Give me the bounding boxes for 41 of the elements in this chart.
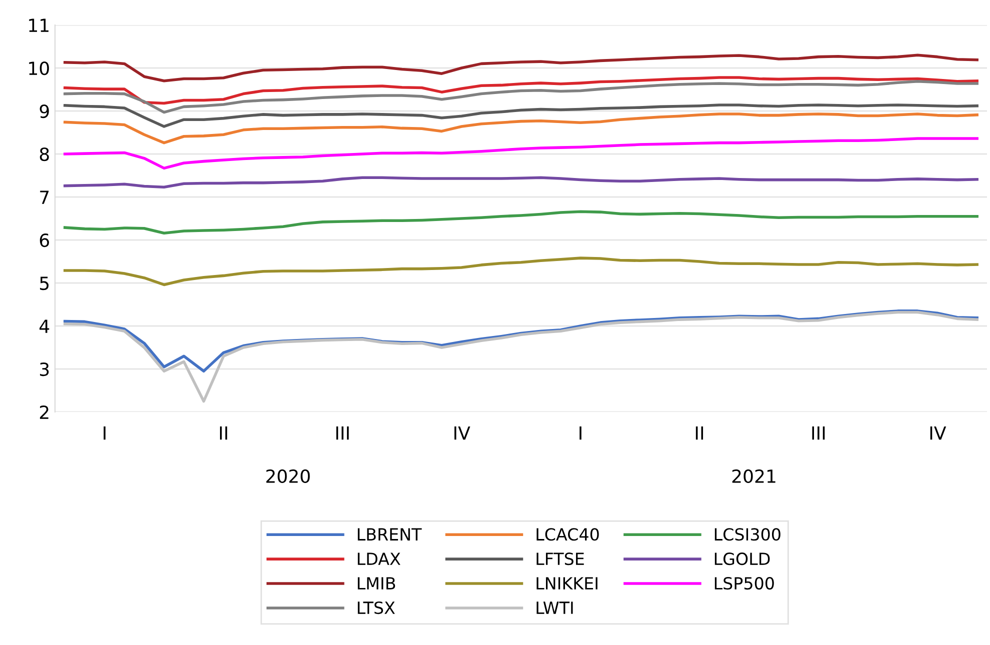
legend-label: LWTI <box>536 602 573 614</box>
legend-label: LTSX <box>358 601 395 614</box>
line-series <box>64 80 978 114</box>
legend-label: LFTSE <box>536 552 584 566</box>
line-series <box>64 112 978 144</box>
x-tick-label: III <box>336 426 349 440</box>
x-tick-label: II <box>696 426 704 440</box>
y-tick-label: 3 <box>40 362 49 376</box>
line-series <box>64 256 978 286</box>
y-tick-label: 5 <box>40 276 49 290</box>
y-tick-label: 2 <box>40 405 48 419</box>
x-tick-label: IV <box>454 426 470 440</box>
y-tick-label: 9 <box>40 104 49 118</box>
y-tick-label: 6 <box>40 233 49 248</box>
legend-label: LNIKKEI <box>536 577 598 590</box>
legend-label: LDAX <box>358 552 400 565</box>
line-series <box>64 104 978 128</box>
line-series <box>64 176 978 188</box>
legend-label: LSP500 <box>714 576 774 590</box>
x-tick-label: II <box>220 426 228 440</box>
line-series <box>64 76 978 105</box>
y-tick-label: 10 <box>29 61 49 76</box>
y-tick-label: 7 <box>40 190 49 204</box>
legend-label: LMIB <box>358 577 396 590</box>
y-tick-label: 11 <box>29 18 48 32</box>
x-tick-label: I <box>580 426 582 440</box>
x-tick-label: IV <box>930 426 946 440</box>
x-tick-label: I <box>104 426 106 440</box>
line-series <box>64 210 978 235</box>
line-series <box>64 310 978 403</box>
text: 2021 <box>732 469 776 484</box>
text: 2020 <box>266 469 310 484</box>
y-tick-label: 8 <box>40 147 49 162</box>
legend-label: LCAC40 <box>536 528 599 541</box>
legend-label: LCSI300 <box>714 528 780 541</box>
legend-label: LGOLD <box>714 552 770 566</box>
legend-label: LBRENT <box>358 528 422 540</box>
x-tick-label: III <box>812 426 825 440</box>
line-series <box>64 54 978 82</box>
y-tick-label: 4 <box>40 320 50 333</box>
line-series <box>64 137 978 170</box>
